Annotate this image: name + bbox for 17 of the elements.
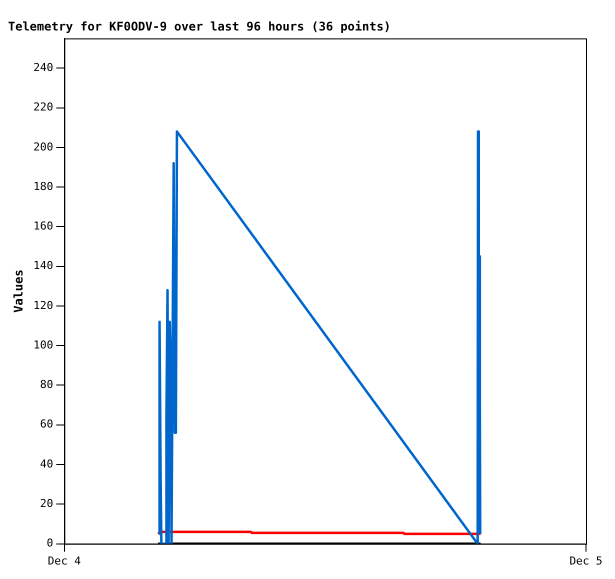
x-tick-label: Dec 4 — [48, 554, 82, 568]
y-tick-label: 220 — [33, 100, 54, 114]
y-tick-label: 20 — [40, 497, 54, 510]
y-tick-label: 80 — [40, 378, 54, 392]
y-tick-label: 160 — [33, 220, 54, 233]
y-tick-label: 200 — [33, 140, 54, 154]
y-tick-label: 120 — [33, 298, 54, 312]
y-tick-label: 40 — [40, 457, 54, 470]
y-tick-label: 240 — [33, 60, 54, 74]
chart-title: Telemetry for KF0ODV-9 over last 96 hours (36 points) — [8, 19, 391, 34]
x-tick-label: Dec 5 — [569, 554, 603, 568]
y-tick-label: 60 — [40, 418, 54, 431]
y-tick-label: 0 — [46, 536, 54, 550]
y-axis-title: Values — [11, 269, 26, 313]
y-tick-label: 100 — [33, 338, 54, 352]
y-tick-label: 140 — [33, 259, 54, 272]
y-tick-label: 180 — [33, 180, 54, 193]
